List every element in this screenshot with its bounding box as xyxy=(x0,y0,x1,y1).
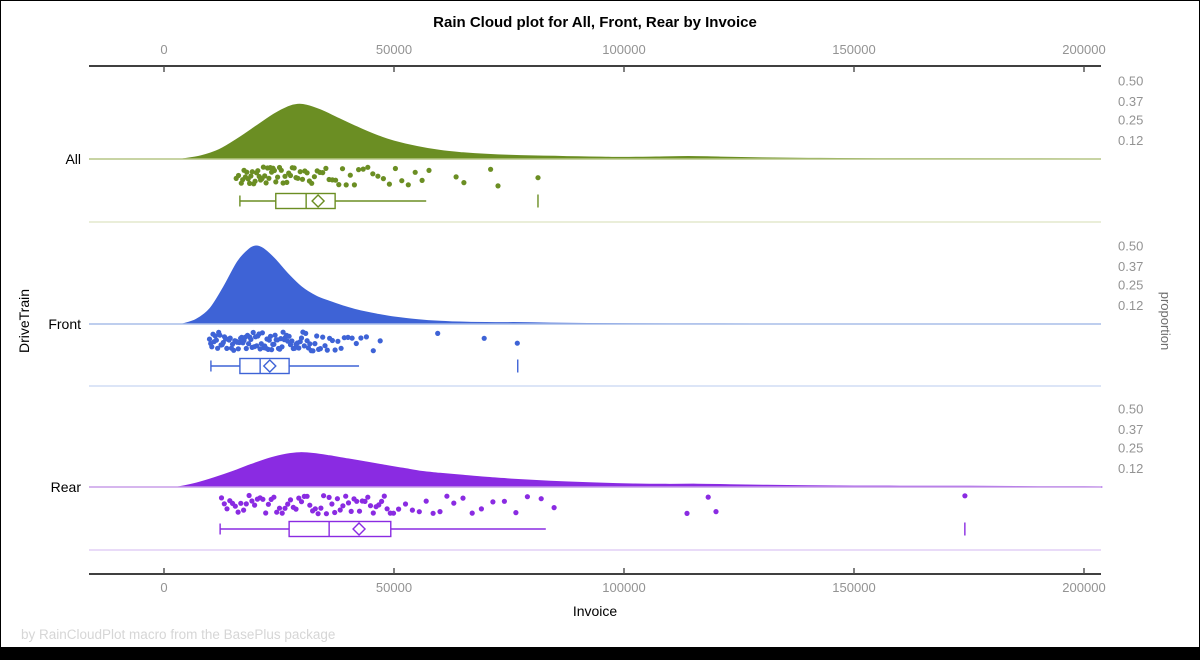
proportion-tick-label: 0.25 xyxy=(1118,113,1143,128)
x-tick-label: 50000 xyxy=(376,580,412,595)
proportion-tick-label: 0.50 xyxy=(1118,74,1143,89)
chart-title: Rain Cloud plot for All, Front, Rear by … xyxy=(433,14,757,31)
category-label-front: Front xyxy=(48,316,81,332)
boxplot-front xyxy=(210,357,519,375)
proportion-tick-label: 0.37 xyxy=(1118,259,1143,274)
bottom-black-bar xyxy=(1,647,1199,659)
mean-diamond xyxy=(262,359,277,373)
mean-diamond xyxy=(311,194,326,208)
rain-all xyxy=(233,164,541,189)
y-axis-label: DriveTrain xyxy=(16,288,32,354)
x-tick-label: 0 xyxy=(160,580,167,595)
proportion-tick-label: 0.12 xyxy=(1118,461,1143,476)
x-axis-bottom: 0 50000 100000 150000 200000 xyxy=(89,568,1106,595)
proportion-tick-label: 0.12 xyxy=(1118,298,1143,313)
rain-front xyxy=(206,329,520,354)
band-front xyxy=(89,245,1101,387)
boxplot-all xyxy=(239,192,539,210)
category-label-all: All xyxy=(65,151,81,167)
proportion-tick-label: 0.37 xyxy=(1118,94,1143,109)
band-all xyxy=(89,103,1101,223)
proportion-tick-label: 0.12 xyxy=(1118,133,1143,148)
mean-diamond xyxy=(352,522,367,536)
density-all xyxy=(182,103,1098,160)
x2-axis-top: 0 50000 100000 150000 200000 xyxy=(89,42,1106,72)
proportion-tick-label: 0.25 xyxy=(1118,278,1143,293)
x-axis-label: Invoice xyxy=(572,603,618,619)
density-front xyxy=(182,245,753,325)
proportion-tick-label: 0.25 xyxy=(1118,441,1143,456)
x-tick-label: 100000 xyxy=(602,580,645,595)
x-tick-label: 200000 xyxy=(1062,580,1105,595)
proportion-tick-label: 0.37 xyxy=(1118,422,1143,437)
density-rear xyxy=(177,452,1103,488)
rain-rear xyxy=(218,492,968,517)
x2-tick-label: 200000 xyxy=(1062,42,1105,57)
proportion-tick-label: 0.50 xyxy=(1118,402,1143,417)
y2-axis-label: proportion xyxy=(1158,291,1173,351)
x2-tick-label: 150000 xyxy=(832,42,875,57)
proportion-tick-label: 0.50 xyxy=(1118,239,1143,254)
x2-tick-label: 100000 xyxy=(602,42,645,57)
footnote-text: by RainCloudPlot macro from the BasePlus… xyxy=(21,627,336,642)
x-tick-label: 150000 xyxy=(832,580,875,595)
x2-tick-label: 50000 xyxy=(376,42,412,57)
x2-tick-label: 0 xyxy=(160,42,167,57)
band-rear xyxy=(89,452,1103,551)
boxplot-rear xyxy=(219,520,966,538)
category-label-rear: Rear xyxy=(51,479,82,495)
